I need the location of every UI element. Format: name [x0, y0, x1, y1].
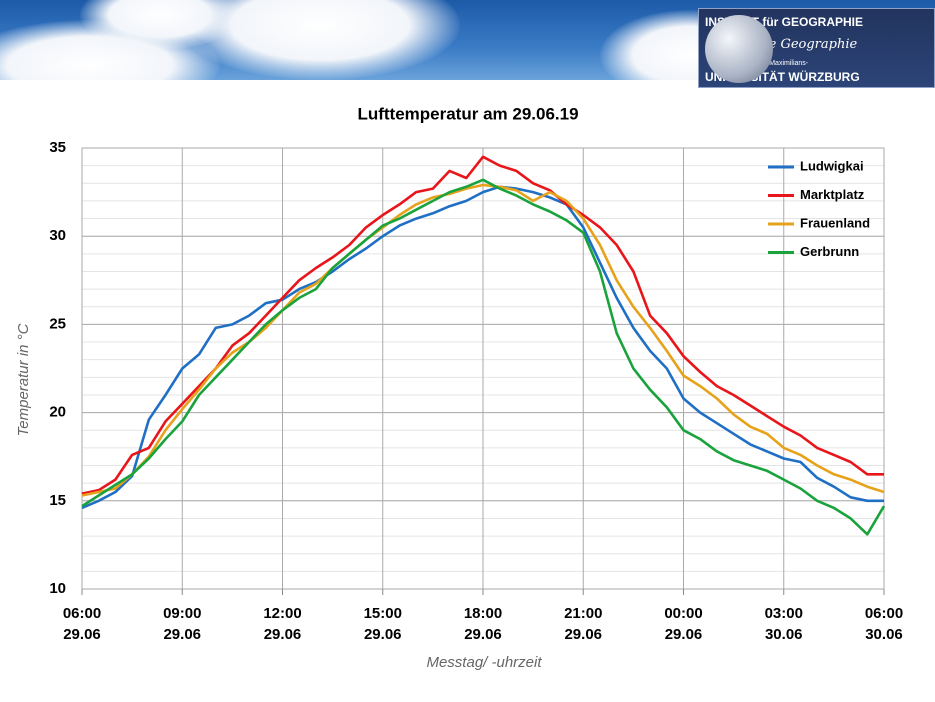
x-tick-date: 29.06: [364, 626, 402, 643]
series-line: [81, 185, 884, 510]
x-axis-title: Messtag/ -uhrzeit: [426, 654, 542, 671]
x-tick-label: 21:00: [564, 605, 602, 622]
x-tick-label: 09:00: [163, 605, 201, 622]
legend-label: Frauenland: [800, 215, 870, 230]
x-tick-label: 18:00: [464, 605, 502, 622]
x-tick-date: 30.06: [765, 626, 803, 643]
series-line: [81, 183, 885, 497]
legend-label: Gerbrunn: [800, 244, 859, 259]
y-tick-label: 10: [49, 580, 66, 597]
x-tick-date: 29.06: [264, 626, 302, 643]
x-tick-label: 00:00: [664, 605, 702, 622]
university-line: Julius-Maximilians-: [749, 60, 809, 67]
legend-label: Marktplatz: [800, 187, 865, 202]
y-axis-title: Temperatur in °C: [15, 323, 32, 436]
y-tick-label: 35: [49, 139, 66, 156]
y-tick-label: 15: [49, 492, 66, 509]
x-tick-date: 29.06: [163, 626, 201, 643]
x-tick-label: 06:00: [63, 605, 101, 622]
x-tick-date: 29.06: [665, 626, 703, 643]
series-line: [81, 178, 886, 536]
x-tick-label: 15:00: [364, 605, 402, 622]
x-tick-date: 29.06: [564, 626, 602, 643]
x-tick-date: 30.06: [865, 626, 903, 643]
globe: [705, 15, 773, 83]
y-tick-label: 25: [49, 315, 66, 332]
x-tick-label: 12:00: [263, 605, 301, 622]
chart-title: Lufttemperatur am 29.06.19: [357, 104, 578, 123]
y-tick-label: 30: [49, 227, 66, 244]
y-tick-label: 20: [49, 404, 66, 421]
x-tick-date: 29.06: [63, 626, 101, 643]
legend-label: Ludwigkai: [800, 158, 864, 173]
x-tick-label: 06:00: [865, 605, 903, 622]
logo: INSTITUT für GEOGRAPHIE Physische Geogra…: [698, 8, 935, 88]
x-tick-label: 03:00: [765, 605, 803, 622]
x-tick-date: 29.06: [464, 626, 502, 643]
